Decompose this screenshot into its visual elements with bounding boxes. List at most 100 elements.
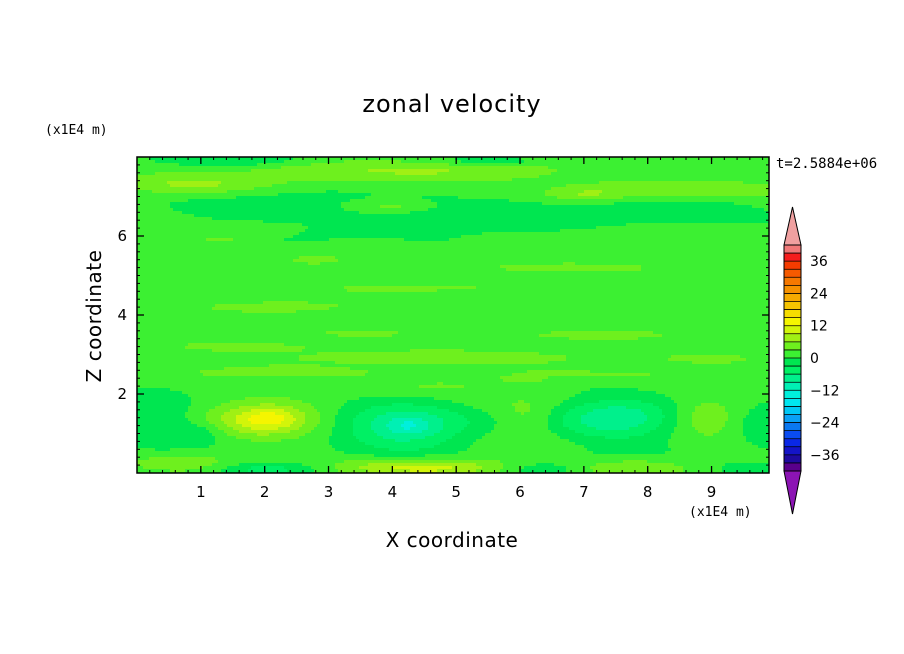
contour-cell: [641, 163, 644, 166]
contour-cell: [734, 202, 737, 205]
contour-cell: [227, 208, 230, 211]
contour-cell: [335, 196, 338, 199]
contour-cell: [308, 226, 311, 229]
contour-cell: [611, 193, 614, 196]
contour-cell: [740, 223, 743, 226]
contour-cell: [578, 160, 581, 163]
contour-cell: [482, 199, 485, 202]
contour-cell: [359, 217, 362, 220]
contour-cell: [668, 193, 671, 196]
contour-cell: [404, 220, 407, 223]
contour-cell: [581, 172, 584, 175]
contour-cell: [749, 208, 752, 211]
contour-cell: [503, 160, 506, 163]
contour-cell: [737, 199, 740, 202]
contour-cell: [467, 187, 470, 190]
contour-cell: [452, 211, 455, 214]
contour-cell: [701, 190, 704, 193]
contour-cell: [521, 178, 524, 181]
contour-cell: [170, 223, 173, 226]
contour-cell: [578, 223, 581, 226]
contour-cell: [557, 226, 560, 229]
contour-cell: [710, 172, 713, 175]
contour-cell: [662, 202, 665, 205]
contour-cell: [698, 187, 701, 190]
contour-cell: [296, 193, 299, 196]
contour-cell: [755, 217, 758, 220]
contour-cell: [365, 220, 368, 223]
contour-cell: [635, 163, 638, 166]
contour-cell: [194, 193, 197, 196]
contour-cell: [293, 175, 296, 178]
contour-cell: [383, 169, 386, 172]
contour-cell: [623, 199, 626, 202]
contour-cell: [311, 181, 314, 184]
contour-cell: [332, 190, 335, 193]
contour-cell: [377, 169, 380, 172]
contour-cell: [158, 202, 161, 205]
contour-cell: [248, 160, 251, 163]
contour-cell: [518, 223, 521, 226]
contour-cell: [302, 223, 305, 226]
contour-cell: [341, 190, 344, 193]
contour-cell: [623, 202, 626, 205]
contour-cell: [617, 217, 620, 220]
contour-cell: [185, 172, 188, 175]
contour-cell: [224, 166, 227, 169]
contour-cell: [545, 199, 548, 202]
contour-cell: [416, 220, 419, 223]
contour-cell: [611, 199, 614, 202]
contour-cell: [278, 196, 281, 199]
contour-cell: [437, 202, 440, 205]
contour-cell: [611, 205, 614, 208]
contour-cell: [554, 163, 557, 166]
contour-cell: [329, 193, 332, 196]
contour-cell: [218, 223, 221, 226]
contour-cell: [407, 175, 410, 178]
contour-cell: [596, 172, 599, 175]
contour-cell: [389, 181, 392, 184]
contour-cell: [653, 193, 656, 196]
contour-cell: [461, 214, 464, 217]
contour-cell: [566, 196, 569, 199]
contour-cell: [554, 208, 557, 211]
contour-cell: [320, 208, 323, 211]
contour-cell: [326, 184, 329, 187]
contour-cell: [608, 208, 611, 211]
contour-cell: [548, 199, 551, 202]
contour-cell: [536, 220, 539, 223]
contour-cell: [425, 181, 428, 184]
contour-cell: [293, 184, 296, 187]
contour-cell: [482, 178, 485, 181]
contour-cell: [404, 172, 407, 175]
contour-cell: [215, 199, 218, 202]
contour-cell: [686, 184, 689, 187]
contour-cell: [305, 220, 308, 223]
contour-cell: [329, 181, 332, 184]
contour-cell: [488, 199, 491, 202]
contour-cell: [278, 205, 281, 208]
contour-cell: [275, 181, 278, 184]
contour-cell: [554, 160, 557, 163]
contour-cell: [308, 187, 311, 190]
contour-cell: [287, 220, 290, 223]
contour-cell: [587, 172, 590, 175]
contour-cell: [269, 226, 272, 229]
contour-cell: [377, 187, 380, 190]
contour-cell: [275, 160, 278, 163]
contour-cell: [407, 226, 410, 229]
contour-cell: [149, 178, 152, 181]
contour-cell: [605, 163, 608, 166]
contour-cell: [509, 181, 512, 184]
contour-cell: [614, 196, 617, 199]
contour-cell: [434, 193, 437, 196]
contour-cell: [344, 160, 347, 163]
contour-cell: [272, 202, 275, 205]
contour-cell: [680, 208, 683, 211]
contour-cell: [230, 217, 233, 220]
contour-cell: [410, 217, 413, 220]
contour-cell: [260, 160, 263, 163]
contour-cell: [560, 190, 563, 193]
contour-cell: [725, 199, 728, 202]
contour-cell: [647, 190, 650, 193]
